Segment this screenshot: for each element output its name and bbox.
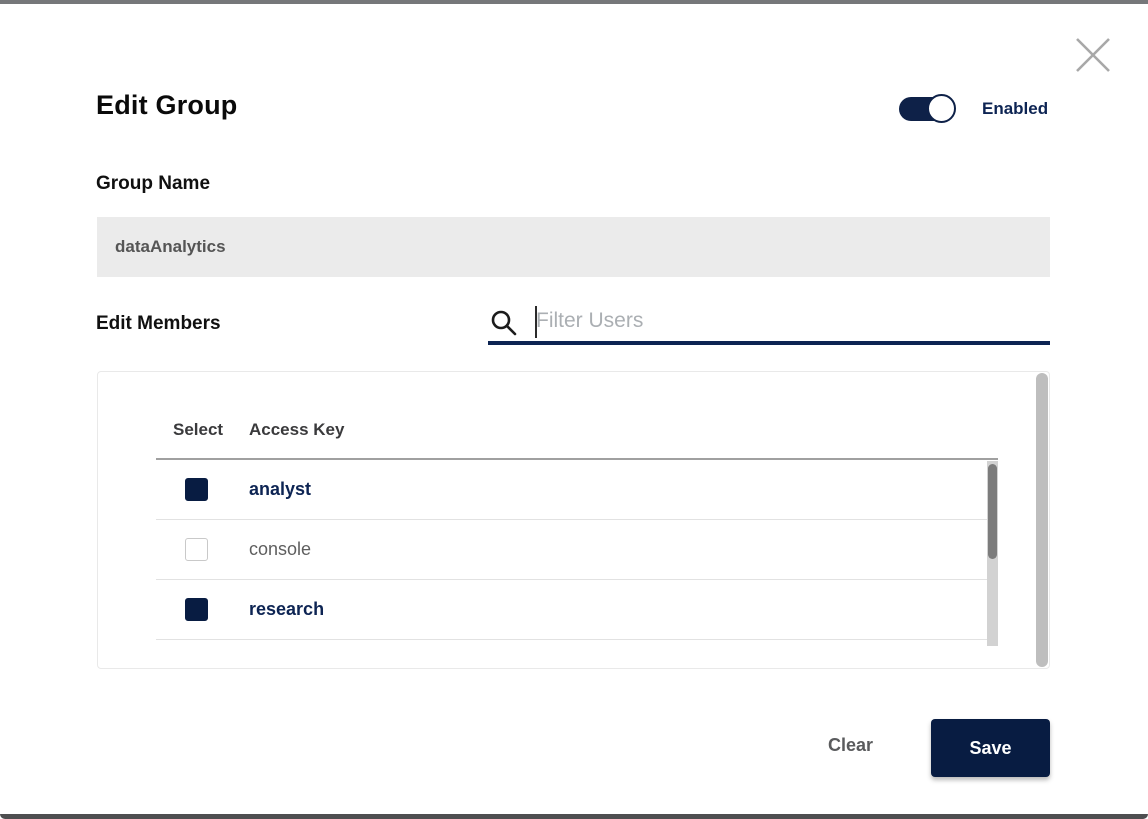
- table-scrollbar-thumb[interactable]: [988, 464, 997, 559]
- save-button[interactable]: Save: [931, 719, 1050, 777]
- row-checkbox[interactable]: [185, 478, 208, 501]
- access-key-label: analyst: [249, 479, 312, 499]
- enabled-toggle[interactable]: [899, 94, 956, 123]
- table-header-divider: [156, 458, 998, 460]
- table-row[interactable]: analyst: [156, 460, 987, 520]
- access-key-label: console: [249, 539, 312, 559]
- column-header-access-key: Access Key: [249, 420, 345, 439]
- window-top-edge: [0, 0, 1148, 4]
- members-list-container: Select Access Key analyst console resear…: [97, 371, 1050, 669]
- toggle-knob: [927, 94, 956, 123]
- members-table: Select Access Key analyst console resear…: [156, 372, 999, 668]
- table-row[interactable]: console: [156, 520, 987, 580]
- row-checkbox[interactable]: [185, 598, 208, 621]
- edit-members-label: Edit Members: [96, 313, 221, 334]
- filter-users-input[interactable]: [536, 300, 1046, 342]
- table-row[interactable]: research: [156, 580, 987, 640]
- page-title: Edit Group: [96, 90, 238, 120]
- close-button[interactable]: [1071, 33, 1115, 77]
- close-icon: [1076, 38, 1110, 72]
- window-bottom-edge: [0, 814, 1148, 819]
- column-header-select: Select: [173, 420, 224, 439]
- outer-scrollbar[interactable]: [1036, 373, 1048, 667]
- filter-users-field: [488, 300, 1050, 345]
- clear-button[interactable]: Clear: [828, 735, 874, 755]
- search-icon: [491, 310, 517, 336]
- row-checkbox[interactable]: [185, 538, 208, 561]
- filter-underline: [488, 341, 1050, 345]
- toggle-label: Enabled: [982, 99, 1049, 118]
- group-name-value: dataAnalytics: [115, 237, 226, 256]
- table-scrollbar[interactable]: [987, 461, 998, 646]
- group-name-label: Group Name: [96, 173, 211, 194]
- group-name-field: dataAnalytics: [97, 217, 1050, 277]
- access-key-label: research: [249, 599, 325, 619]
